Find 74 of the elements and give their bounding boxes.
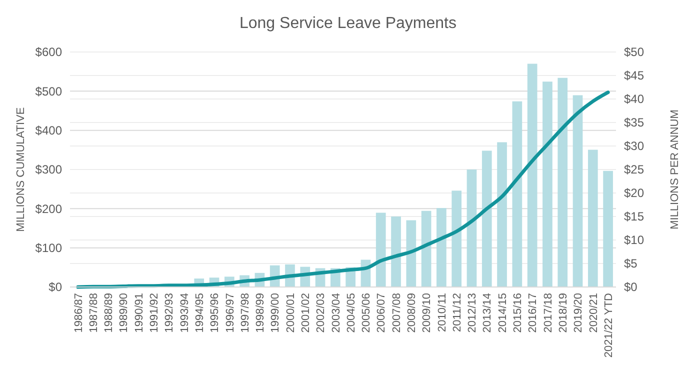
x-tick-label: 2019/20 bbox=[572, 293, 585, 333]
y2-tick-label: $10 bbox=[624, 233, 644, 248]
x-tick-label: 2012/13 bbox=[466, 293, 479, 333]
x-tick-label: 2010/11 bbox=[436, 293, 448, 332]
bar bbox=[376, 212, 386, 287]
chart-title: Long Service Leave Payments bbox=[239, 15, 457, 32]
x-tick-label: 2018/19 bbox=[557, 293, 570, 333]
x-tick-label: 1992/93 bbox=[164, 293, 176, 333]
x-tick-label: 2008/09 bbox=[406, 293, 418, 333]
bar bbox=[497, 142, 507, 287]
y-tick-label: $100 bbox=[35, 241, 62, 256]
bar bbox=[542, 82, 552, 287]
y2-tick-label: $5 bbox=[624, 256, 638, 271]
bar bbox=[406, 220, 416, 287]
y-tick-label: $200 bbox=[35, 202, 62, 216]
y-tick-label: $600 bbox=[35, 45, 62, 60]
bar bbox=[588, 150, 598, 287]
x-tick-label: 2005/06 bbox=[360, 293, 373, 333]
x-tick-label: 1998/99 bbox=[254, 293, 267, 333]
x-tick-label: 1996/97 bbox=[224, 293, 236, 333]
y-axis-title: MILLIONS CUMULATIVE bbox=[15, 107, 27, 232]
x-tick-label: 2004/05 bbox=[345, 293, 358, 333]
y2-tick-label: $25 bbox=[624, 162, 644, 177]
bar bbox=[558, 78, 568, 287]
y2-axis-title: MILLIONS PER ANNUM bbox=[669, 110, 681, 230]
bar bbox=[452, 190, 462, 287]
x-tick-label: 2021/22 YTD bbox=[602, 292, 615, 358]
x-tick-label: 2007/08 bbox=[390, 293, 403, 333]
x-tick-label: 2009/10 bbox=[421, 293, 434, 333]
bar bbox=[572, 95, 583, 287]
y-tick-label: $300 bbox=[35, 162, 62, 177]
y2-tick-label: $0 bbox=[624, 280, 638, 294]
x-tick-label: 2013/14 bbox=[482, 293, 494, 333]
x-tick-label: 2001/02 bbox=[300, 293, 312, 333]
y-tick-label: $400 bbox=[35, 124, 62, 138]
x-tick-label: 2020/21 bbox=[588, 293, 600, 333]
y2-tick-label: $40 bbox=[624, 92, 644, 106]
x-tick-label: 2011/12 bbox=[451, 293, 464, 332]
bar bbox=[482, 150, 492, 287]
x-tick-label: 1989/90 bbox=[118, 293, 130, 333]
y2-tick-label: $35 bbox=[624, 116, 644, 130]
y2-tick-label: $20 bbox=[624, 186, 644, 200]
x-tick-label: 1986/87 bbox=[72, 293, 85, 333]
x-tick-label: 1988/89 bbox=[103, 293, 116, 333]
x-tick-label: 2014/15 bbox=[496, 293, 509, 333]
x-tick-label: 2006/07 bbox=[376, 293, 388, 333]
x-tick-label: 2016/17 bbox=[527, 293, 540, 333]
y-tick-label: $500 bbox=[35, 84, 62, 98]
line-series bbox=[76, 90, 610, 289]
x-tick-label: 1991/92 bbox=[148, 293, 161, 333]
x-tick-label: 1993/94 bbox=[178, 293, 191, 333]
bar bbox=[527, 64, 538, 287]
x-tick-label: 1994/95 bbox=[194, 293, 206, 333]
x-tick-label: 1995/96 bbox=[209, 293, 222, 333]
y2-tick-label: $30 bbox=[624, 139, 644, 154]
x-tick-label: 2003/04 bbox=[330, 293, 342, 333]
x-tick-label: 2000/01 bbox=[284, 293, 297, 333]
y2-tick-label: $45 bbox=[624, 68, 644, 83]
bar bbox=[421, 210, 432, 287]
y-tick-label: $0 bbox=[48, 280, 62, 294]
x-tick-label: 1990/91 bbox=[133, 293, 146, 333]
bar bbox=[466, 170, 477, 287]
bar bbox=[391, 216, 401, 287]
bar bbox=[436, 208, 446, 287]
bar bbox=[512, 101, 522, 287]
x-tick-label: 2017/18 bbox=[542, 293, 554, 333]
x-tick-label: 1997/98 bbox=[239, 293, 252, 333]
x-tick-label: 2002/03 bbox=[315, 293, 328, 333]
bar bbox=[603, 170, 613, 287]
y2-tick-label: $50 bbox=[624, 45, 644, 60]
x-tick-label: 1987/88 bbox=[88, 293, 100, 333]
x-tick-label: 2015/16 bbox=[512, 293, 524, 333]
y2-tick-label: $15 bbox=[624, 210, 644, 224]
x-tick-label: 1999/00 bbox=[270, 293, 282, 333]
